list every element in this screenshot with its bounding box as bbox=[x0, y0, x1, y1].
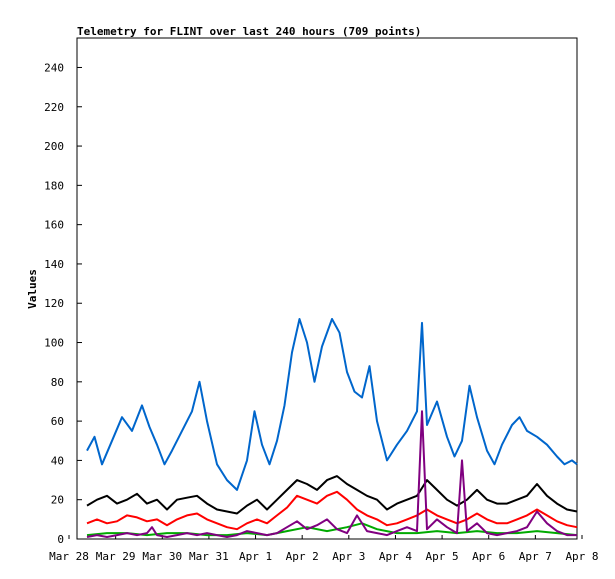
series-line-5 bbox=[86, 410, 577, 538]
x-axis: Mar 28 Mar 29 Mar 30 Mar 31 Apr 1 Apr 2 Apr 3 A… bbox=[49, 535, 599, 563]
y-tick-label: 100 bbox=[44, 337, 64, 350]
x-tick-label: Mar 31 bbox=[189, 550, 229, 563]
series-line-1 bbox=[86, 318, 578, 491]
y-tick-label: 200 bbox=[44, 140, 64, 153]
y-axis: 0 20 40 60 80 100 120 140 160 180 200 220 240 bbox=[44, 61, 82, 546]
x-tick-label: Apr 3 bbox=[332, 550, 365, 563]
y-tick-label: 160 bbox=[44, 219, 64, 232]
plot-frame bbox=[76, 37, 578, 540]
x-tick-label: Apr 7 bbox=[519, 550, 552, 563]
x-tick-label: Apr 4 bbox=[379, 550, 412, 563]
chart-title: Telemetry for FLINT over last 240 hours … bbox=[77, 25, 421, 38]
x-tick-label: Apr 6 bbox=[472, 550, 505, 563]
x-tick-label: Apr 1 bbox=[239, 550, 272, 563]
x-tick-label: Mar 29 bbox=[96, 550, 136, 563]
series-line-2 bbox=[86, 475, 578, 515]
y-tick-label: 120 bbox=[44, 297, 64, 310]
y-tick-label: 240 bbox=[44, 61, 64, 74]
y-tick-label: 60 bbox=[51, 415, 64, 428]
y-tick-label: 140 bbox=[44, 258, 64, 271]
x-tick-label: Mar 30 bbox=[142, 550, 182, 563]
x-tick-label: Mar 28 bbox=[49, 550, 89, 563]
y-tick-label: 220 bbox=[44, 101, 64, 114]
x-tick-label: Apr 8 bbox=[565, 550, 598, 563]
x-tick-label: Apr 2 bbox=[286, 550, 319, 563]
y-tick-label: 20 bbox=[51, 494, 64, 507]
series-line-3 bbox=[86, 490, 578, 531]
y-tick-label: 180 bbox=[44, 179, 64, 192]
y-tick-label: 80 bbox=[51, 376, 64, 389]
x-tick-label: Apr 5 bbox=[426, 550, 459, 563]
y-axis-label: Values bbox=[26, 269, 39, 309]
y-tick-label: 0 bbox=[57, 533, 64, 546]
y-tick-label: 40 bbox=[51, 454, 64, 467]
series-layer bbox=[86, 318, 578, 538]
